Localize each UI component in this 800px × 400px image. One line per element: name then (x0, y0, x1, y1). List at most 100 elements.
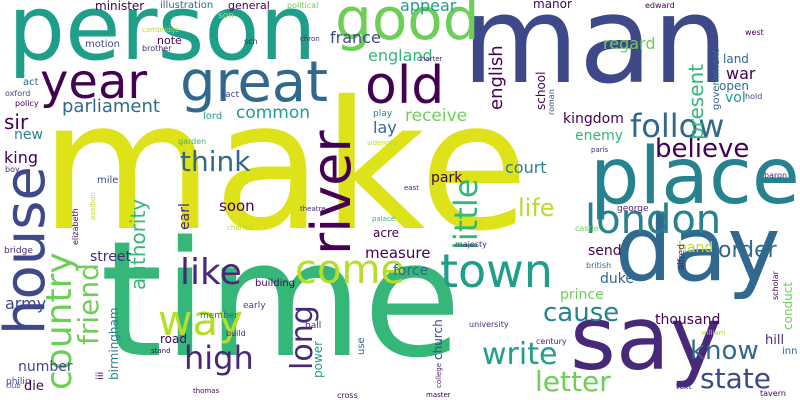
word-road: road (160, 332, 187, 346)
word-chron: chron (300, 35, 320, 43)
word-high: high (184, 339, 254, 377)
word-early: early (243, 301, 266, 311)
word-know: know (690, 336, 759, 366)
word-acre: acre (373, 226, 400, 240)
word-scholar: scholar (771, 271, 780, 300)
word-hold: hold (745, 92, 763, 101)
word-thomas: thomas (193, 387, 220, 395)
word-like: like (180, 252, 242, 293)
word-force: force (393, 263, 429, 279)
word-university: university (469, 320, 509, 329)
word-enemy: enemy (575, 128, 624, 144)
word-english: english (486, 45, 507, 110)
word-club: club (6, 382, 21, 390)
word-palace: palace (372, 215, 396, 223)
word-policy: policy (15, 99, 39, 108)
word-majesty: majesty (455, 240, 487, 249)
word-time: time (100, 206, 462, 393)
word-conduct: conduct (781, 281, 795, 330)
word-political: political (287, 1, 319, 10)
word-duke: duke (600, 271, 634, 287)
word-place: place (590, 132, 800, 222)
word-country: follow (630, 107, 725, 145)
word-cross: cross (337, 391, 358, 400)
word-good: good (335, 0, 480, 53)
word-west: west (745, 28, 764, 37)
word-come: come (295, 247, 406, 293)
word-birmingham: birmingham (107, 307, 121, 380)
word-open: open (719, 79, 749, 93)
word-sir: sir (4, 110, 29, 134)
word-position: position (89, 192, 97, 220)
word-hill: hill (765, 333, 785, 348)
word-great: great (180, 50, 329, 115)
word-court: court (505, 158, 547, 177)
word-think: think (180, 145, 251, 178)
word-alfred: alfred (677, 244, 687, 270)
word-boy: boy (5, 165, 20, 174)
word-town: town (440, 244, 553, 298)
word-hall: hall (305, 321, 322, 331)
word-general: general (228, 0, 270, 12)
word-earl: earl (177, 203, 193, 230)
word-william: william (701, 329, 726, 337)
word-cause: cause (543, 298, 620, 328)
word-minister: minister (95, 0, 145, 13)
word-new: new (14, 127, 43, 143)
word-elizabeth: elizabeth (71, 208, 80, 245)
word-street: street (90, 249, 131, 265)
word-stand: stand (151, 347, 171, 355)
word-king: king (4, 148, 39, 167)
word-garden: garden (178, 137, 207, 146)
word-life: life (518, 194, 555, 222)
word-charter: charter (417, 55, 443, 63)
word-mile: mile (97, 175, 119, 186)
word-build: build (226, 329, 246, 338)
word-war: war (726, 64, 756, 83)
word-england: england (368, 46, 433, 65)
word-lord: lord (203, 111, 223, 122)
word-east: east (404, 184, 419, 192)
word-tavern: tavern (760, 389, 786, 398)
word-play: play (373, 109, 393, 119)
word-man: man (462, 0, 729, 111)
word-british: british (586, 261, 612, 270)
word-army: army (5, 294, 47, 313)
word-person: person (8, 0, 317, 81)
word-cambridge: cambridge (142, 26, 180, 34)
word-edward: edward (645, 1, 675, 10)
word-building: building (255, 278, 296, 289)
word-year: year (40, 54, 148, 110)
word-thousand: thousand (655, 312, 721, 328)
word-parliament: parliament (62, 96, 160, 117)
word-use: use (356, 337, 367, 355)
word-paris: paris (591, 146, 609, 154)
word-measure: measure (365, 244, 431, 262)
word-lay: lay (373, 118, 397, 137)
word-authority: authority (126, 198, 150, 290)
word-century: century (536, 337, 567, 346)
word-charles: charles (227, 224, 253, 232)
word-france: france (330, 28, 381, 47)
word-text: text (676, 382, 692, 391)
word-castle: castle (575, 224, 599, 233)
word-college: college (435, 362, 443, 388)
word-theatre: theatre (300, 205, 326, 213)
word-iii: iii (95, 371, 106, 380)
word-london: london (585, 197, 722, 243)
word-inn: inn (782, 346, 798, 357)
word-manor: manor (533, 0, 572, 11)
word-day: day (615, 197, 781, 302)
word-baron: baron (764, 171, 788, 180)
word-sidenote: sidenote (367, 139, 398, 147)
word-land: land (723, 52, 749, 66)
word-appear: appear (400, 0, 457, 15)
word-say: say (570, 287, 722, 390)
word-member: member (200, 311, 239, 321)
word-park: park (431, 170, 463, 186)
word-soon: soon (219, 197, 255, 215)
word-old: old (365, 56, 445, 116)
word-number: number (18, 359, 73, 375)
word-way: way (158, 296, 243, 345)
word-river: river (300, 130, 363, 255)
